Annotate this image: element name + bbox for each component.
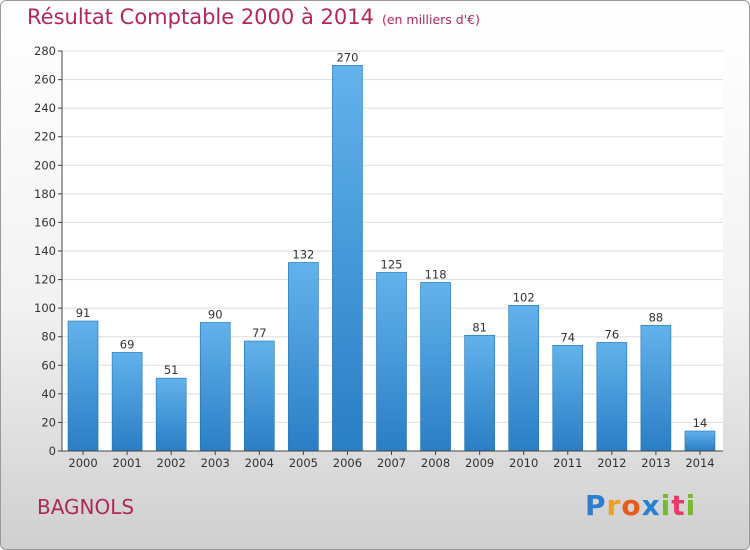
x-tick-label: 2004: [245, 456, 274, 470]
data-label: 90: [208, 307, 223, 321]
data-label: 81: [472, 320, 487, 334]
bar: [464, 334, 495, 452]
y-tick-label: 260: [34, 73, 56, 87]
logo-letter: i: [685, 489, 697, 522]
x-tick-label: 2000: [68, 456, 97, 470]
bar: [199, 322, 231, 452]
bar: [155, 377, 187, 452]
y-tick-label: 120: [34, 273, 56, 287]
x-tick-label: 2014: [685, 456, 714, 470]
x-tick-label: 2012: [597, 456, 626, 470]
bar: [640, 324, 672, 452]
logo-letter: r: [606, 489, 622, 522]
bar: [684, 430, 716, 452]
y-tick-label: 100: [34, 301, 56, 315]
data-label: 77: [252, 326, 267, 340]
bar: [420, 282, 451, 452]
y-tick-label: 160: [34, 215, 56, 229]
x-tick-label: 2006: [333, 456, 362, 470]
bar: [67, 320, 99, 452]
y-tick-label: 20: [41, 415, 56, 429]
logo-letter: o: [621, 489, 642, 522]
data-label: 51: [164, 363, 179, 377]
data-label: 91: [76, 306, 91, 320]
y-tick-label: 80: [41, 330, 56, 344]
chart-title-text: Résultat Comptable 2000 à 2014: [27, 5, 374, 29]
bar: [288, 262, 319, 452]
y-tick-label: 200: [34, 158, 56, 172]
chart-title: Résultat Comptable 2000 à 2014 (en millie…: [27, 5, 480, 29]
x-tick-label: 2010: [509, 456, 538, 470]
logo-letter: P: [585, 489, 607, 522]
data-label: 125: [381, 257, 403, 271]
logo-letter: i: [660, 489, 672, 522]
y-tick-label: 240: [34, 101, 56, 115]
bar: [244, 340, 275, 452]
data-label: 76: [605, 327, 620, 341]
y-tick-label: 40: [41, 387, 56, 401]
y-tick-label: 220: [34, 130, 56, 144]
x-tick-label: 2002: [157, 456, 186, 470]
data-label: 102: [513, 290, 535, 304]
proxiti-logo: Proxiti: [585, 489, 696, 522]
y-tick-label: 60: [41, 358, 56, 372]
data-label: 74: [560, 330, 575, 344]
x-tick-label: 2008: [421, 456, 450, 470]
y-tick-label: 0: [49, 444, 56, 458]
data-label: 14: [693, 416, 708, 430]
bar: [552, 344, 584, 452]
bar: [332, 64, 363, 452]
data-label: 132: [292, 247, 314, 261]
x-tick-label: 2013: [641, 456, 670, 470]
data-label: 118: [425, 267, 447, 281]
data-label: 69: [120, 337, 135, 351]
x-tick-label: 2003: [201, 456, 230, 470]
x-tick-label: 2005: [289, 456, 318, 470]
x-tick-label: 2001: [112, 456, 141, 470]
chart-subtitle: (en milliers d'€): [381, 12, 480, 27]
x-tick-label: 2011: [553, 456, 582, 470]
bar: [111, 352, 143, 452]
bar: [596, 342, 628, 452]
town-name: BAGNOLS: [37, 495, 135, 519]
data-label: 270: [336, 50, 358, 64]
y-tick-label: 140: [34, 244, 56, 258]
data-label: 88: [649, 310, 664, 324]
y-tick-label: 280: [34, 44, 56, 58]
y-tick-label: 180: [34, 187, 56, 201]
x-tick-label: 2009: [465, 456, 494, 470]
logo-letter: x: [641, 489, 661, 522]
bar: [508, 304, 540, 452]
bar: [376, 272, 407, 452]
logo-letter: t: [671, 489, 686, 522]
x-tick-label: 2007: [377, 456, 406, 470]
